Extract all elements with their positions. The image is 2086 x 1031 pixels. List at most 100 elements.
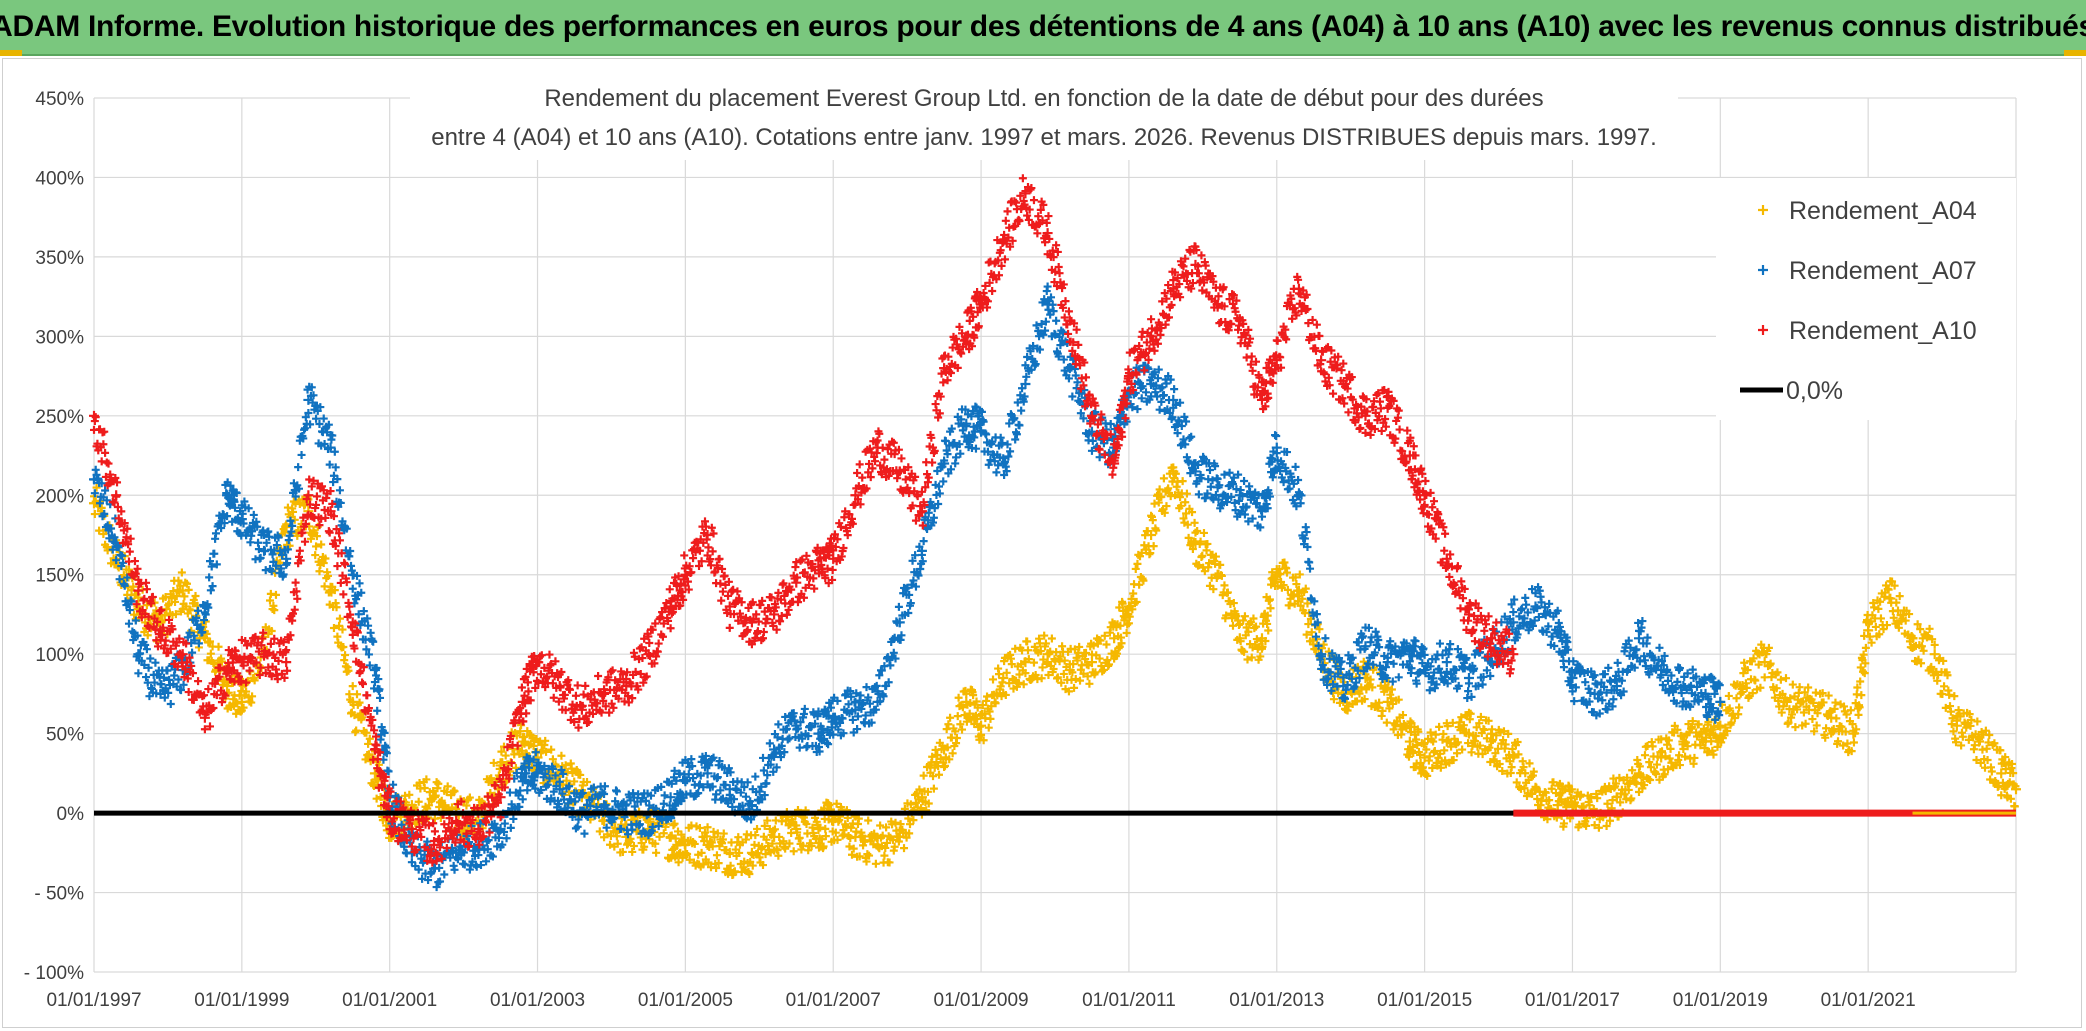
y-tick-label: - 100% <box>24 963 84 984</box>
data-point <box>1234 633 1245 644</box>
data-point <box>1064 315 1075 326</box>
data-point <box>1951 720 1962 731</box>
series-points-Rendement_A04 <box>90 463 2020 880</box>
data-point <box>1404 649 1415 660</box>
legend-label: Rendement_A04 <box>1789 197 1977 225</box>
data-point <box>1146 379 1157 390</box>
data-point <box>680 776 691 787</box>
data-point <box>939 744 950 755</box>
data-point <box>1146 530 1157 540</box>
data-point <box>1020 188 1031 199</box>
data-point <box>813 823 824 834</box>
chart-frame <box>2 58 2082 1028</box>
data-point <box>1293 585 1304 596</box>
data-point <box>236 696 247 707</box>
x-tick-label: 01/01/1999 <box>194 990 289 1011</box>
data-point <box>1123 371 1134 382</box>
data-point <box>1271 569 1282 580</box>
data-point <box>1530 601 1541 612</box>
data-point <box>1700 736 1711 747</box>
data-point <box>665 792 676 803</box>
data-point <box>1715 720 1726 731</box>
data-point <box>828 553 839 564</box>
data-point <box>894 617 905 628</box>
data-point <box>1042 228 1053 239</box>
data-point <box>1508 649 1519 660</box>
data-point <box>1656 665 1667 676</box>
banner-accent-left <box>0 50 22 56</box>
data-point <box>1715 696 1726 707</box>
data-point <box>769 831 780 842</box>
data-point <box>1929 649 1940 660</box>
data-point <box>976 720 987 731</box>
data-point <box>1678 680 1689 691</box>
x-tick-label: 01/01/2001 <box>342 990 437 1011</box>
data-point <box>1190 259 1201 270</box>
data-point <box>998 236 1009 247</box>
data-point <box>1508 752 1519 763</box>
data-point <box>1463 673 1474 684</box>
data-point <box>554 784 565 795</box>
data-point <box>281 522 292 533</box>
y-tick-label: 350% <box>35 248 84 269</box>
data-point <box>599 800 610 811</box>
data-point <box>1552 625 1563 636</box>
data-point <box>133 585 144 596</box>
data-point <box>872 696 883 707</box>
data-point <box>1382 696 1393 707</box>
data-point <box>916 506 927 517</box>
data-point <box>1382 657 1393 668</box>
data-point <box>1404 736 1415 747</box>
data-point <box>1212 569 1223 580</box>
data-point <box>1123 601 1134 612</box>
data-point <box>1419 490 1430 501</box>
data-point <box>791 720 802 731</box>
data-point <box>1064 665 1075 676</box>
data-point <box>1611 792 1622 803</box>
data-point <box>872 839 883 850</box>
series-points-Rendement_A10 <box>90 174 1517 867</box>
data-point <box>325 585 336 596</box>
data-point <box>872 442 883 453</box>
data-point <box>1567 800 1578 811</box>
data-point <box>828 816 839 827</box>
data-point <box>517 696 528 707</box>
data-point <box>1293 283 1304 294</box>
data-point <box>347 617 358 628</box>
data-point <box>1042 649 1053 660</box>
legend-marker <box>1758 205 1768 215</box>
legend-label: 0,0% <box>1786 377 1843 405</box>
x-tick-label: 01/01/1997 <box>46 990 141 1011</box>
series-Rendement_A07 <box>89 282 1726 892</box>
data-point <box>429 839 440 850</box>
data-point <box>259 545 270 556</box>
data-point <box>1042 299 1053 310</box>
y-tick-label: - 50% <box>34 884 84 905</box>
data-point <box>1234 490 1245 501</box>
data-point <box>916 792 927 803</box>
data-point <box>1441 657 1452 668</box>
data-point <box>813 728 824 739</box>
data-point <box>791 577 802 588</box>
data-point <box>665 601 676 612</box>
legend-marker <box>1758 325 1768 335</box>
data-point <box>1633 768 1644 779</box>
data-point <box>724 784 735 795</box>
data-point <box>1271 442 1282 453</box>
data-point <box>236 514 247 525</box>
data-point <box>1804 704 1815 715</box>
data-point <box>1848 728 1859 739</box>
data-point <box>1256 633 1267 644</box>
data-point <box>303 490 314 501</box>
data-point <box>1382 402 1393 413</box>
data-point <box>133 649 144 660</box>
data-point <box>769 609 780 620</box>
data-point <box>746 847 757 858</box>
data-point <box>532 657 543 668</box>
data-point <box>894 466 905 477</box>
data-point <box>517 776 528 787</box>
data-point <box>1146 331 1157 342</box>
legend-background <box>1716 178 2016 420</box>
x-tick-label: 01/01/2003 <box>490 990 585 1011</box>
